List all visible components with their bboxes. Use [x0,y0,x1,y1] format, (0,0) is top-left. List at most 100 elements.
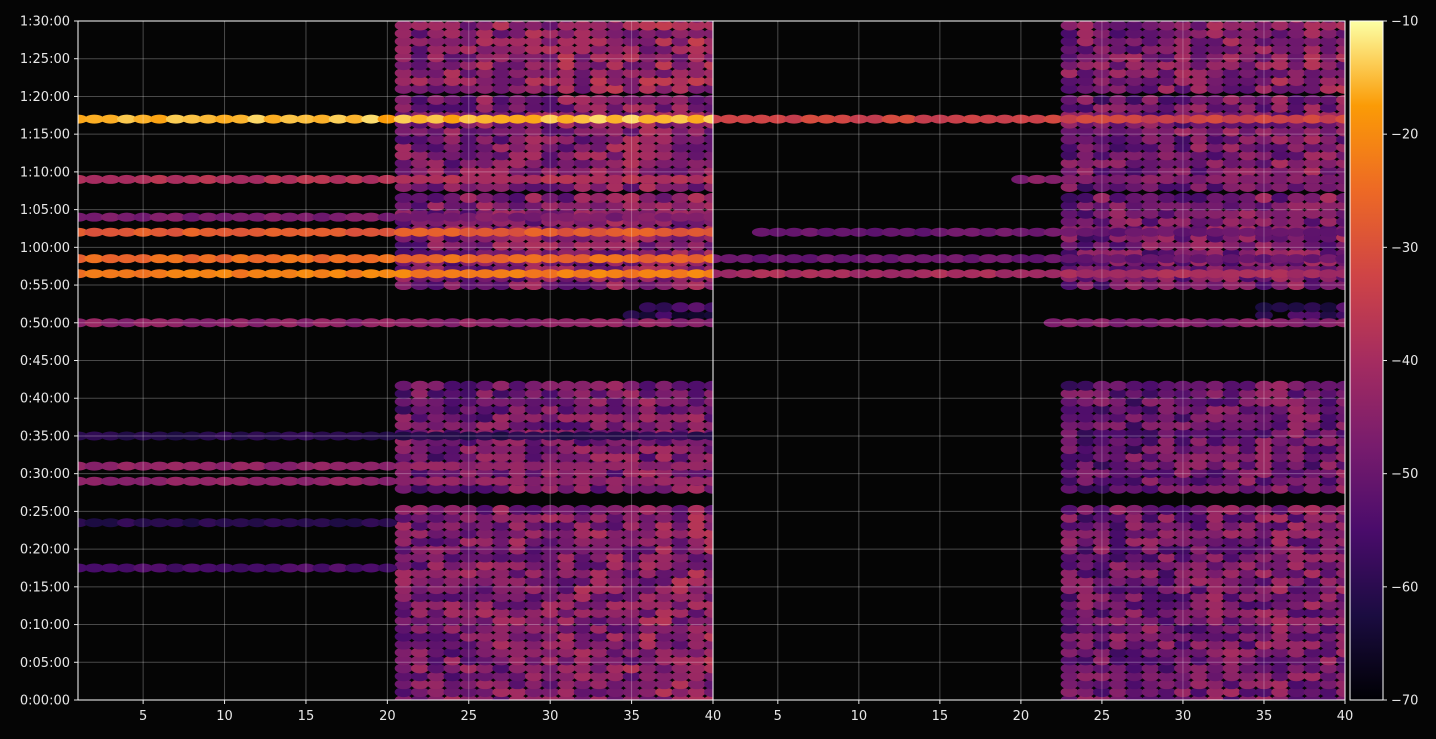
heatmap-cell [622,552,641,563]
heatmap-cell [149,212,170,222]
heatmap-cell [1238,504,1257,515]
heatmap-cell [557,639,576,650]
heatmap-cell [1060,444,1079,455]
heatmap-cell [1060,412,1079,423]
heatmap-cell [328,227,349,237]
heatmap-cell [1287,44,1306,55]
heatmap-cell [1108,227,1128,237]
heatmap-cell [1271,44,1290,55]
heatmap-cell [410,318,430,328]
heatmap-cell [573,420,592,431]
heatmap-cell [78,174,88,184]
heatmap-cell [670,212,691,222]
heatmap-cell [492,444,511,455]
heatmap-cell [1271,134,1290,145]
heatmap-cell [410,431,430,441]
heatmap-cell [541,615,560,626]
heatmap-cell [1287,631,1306,642]
heatmap-cell [1027,174,1047,184]
heatmap-cell [1287,158,1306,169]
heatmap-cell [492,134,511,145]
heatmap-cell [508,568,527,579]
heatmap-cell [541,102,560,113]
heatmap-cell [328,518,349,528]
heatmap-cell [638,192,657,203]
heatmap-cell [573,631,592,642]
heatmap-cell [671,663,690,674]
heatmap-cell [638,227,658,237]
heatmap-cell [231,254,251,264]
heatmap-cell [1271,552,1290,563]
heatmap-cell [1060,150,1079,161]
heatmap-cell [1319,552,1338,563]
heatmap-cell [1060,436,1079,447]
heatmap-cell [1303,544,1322,555]
heatmap-cell [1157,568,1176,579]
heatmap-cell [541,504,560,515]
heatmap-cell [524,544,543,555]
heatmap-cell [476,60,495,71]
heatmap-cell [263,254,284,264]
heatmap-cell [638,483,657,494]
heatmap-cell [1336,52,1345,63]
heatmap-cell [394,679,413,690]
heatmap-cell [1190,663,1209,674]
heatmap-cell [703,227,713,237]
heatmap-cell [1287,647,1306,658]
heatmap-cell [621,174,642,184]
heatmap-cell [1255,388,1273,399]
heatmap-cell [1125,158,1144,169]
heatmap-cell [768,269,788,279]
heatmap-cell [1319,428,1338,439]
heatmap-cell [606,560,625,571]
heatmap-cell [1336,150,1345,161]
heatmap-cell [394,412,413,423]
heatmap-cell [1238,420,1257,431]
heatmap-cell [1092,318,1112,328]
heatmap-cell [1093,52,1111,63]
heatmap-cell [638,576,657,587]
heatmap-cell [1319,623,1338,634]
heatmap-cell [622,28,641,39]
heatmap-cell [443,280,462,291]
heatmap-cell [1093,420,1111,431]
heatmap-cell [1287,568,1306,579]
heatmap-cell [557,452,576,463]
heatmap-cell [1206,687,1225,698]
heatmap-cell [606,21,625,31]
heatmap-cell [1222,615,1241,626]
y-tick-label: 0:20:00 [20,543,70,558]
heatmap-cell [590,21,608,31]
heatmap-cell [622,663,641,674]
heatmap-cell [590,52,608,63]
heatmap-cell [1319,512,1338,523]
heatmap-cell [704,388,713,399]
heatmap-cell [508,28,527,39]
heatmap-cell [1157,200,1176,211]
heatmap-cell [994,254,1015,264]
heatmap-cell [492,404,511,415]
heatmap-cell [1303,647,1322,658]
heatmap-cell [1109,436,1128,447]
heatmap-cell [1238,240,1257,251]
heatmap-cell [655,631,674,642]
heatmap-cell [622,102,641,113]
heatmap-cell [557,102,576,113]
heatmap-cell [638,396,657,407]
heatmap-cell [638,592,657,603]
heatmap-cell [1141,192,1160,203]
heatmap-cell [1076,208,1095,219]
heatmap-cell [149,563,170,573]
heatmap-cell [572,269,593,279]
heatmap-cell [1093,687,1111,698]
heatmap-cell [1174,75,1192,86]
heatmap-cell [1157,134,1176,145]
heatmap-cell [1157,504,1176,515]
heatmap-cell [1141,142,1160,153]
heatmap-cell [1093,134,1111,145]
heatmap-cell [1336,75,1345,86]
heatmap-cell [557,36,576,47]
heatmap-cell [1271,584,1290,595]
heatmap-cell [198,563,219,573]
heatmap-cell [1255,166,1273,177]
